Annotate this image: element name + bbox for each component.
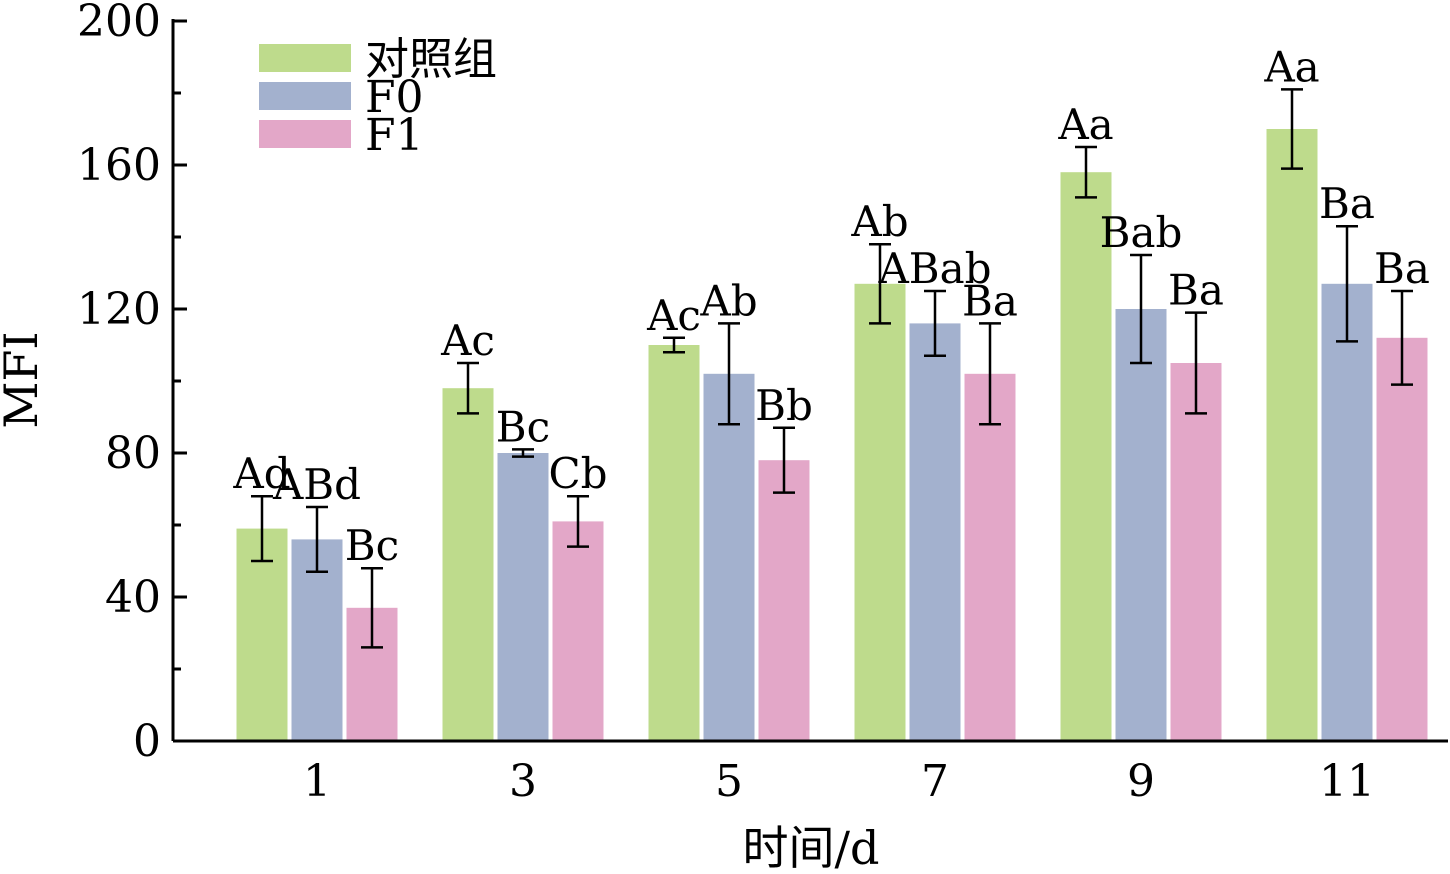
data-label-1-cat-3: Ac (440, 316, 495, 365)
axes-layer: 0 40 80 120 160 200 1 3 5 7 9 11 (77, 0, 1448, 807)
bar-3-cat-9 (1170, 363, 1222, 741)
y-tick-label: 40 (105, 572, 161, 623)
bar-3-cat-7 (964, 373, 1016, 741)
legend-label-1: 对照组 (365, 34, 497, 85)
data-label-1-cat-5: Ac (646, 291, 701, 340)
x-tick-label: 11 (1319, 756, 1375, 807)
bar-3-cat-3 (552, 521, 604, 741)
data-label-2-cat-1: ABd (272, 460, 361, 509)
data-label-2-cat-3: Bc (496, 402, 550, 451)
bar-1-cat-11 (1266, 129, 1318, 741)
legend-swatch-1 (259, 44, 351, 72)
data-label-3-cat-11: Ba (1374, 244, 1430, 293)
bar-2-cat-9 (1115, 309, 1167, 741)
x-tick-label: 5 (715, 756, 743, 807)
y-axis-title: MFI (0, 331, 48, 428)
data-label-3-cat-7: Ba (962, 276, 1018, 325)
data-label-3-cat-1: Bc (345, 521, 399, 570)
legend-label-3: F1 (365, 110, 424, 161)
data-label-3-cat-9: Ba (1168, 266, 1224, 315)
bar-1-cat-9 (1060, 172, 1112, 741)
x-tick-label: 3 (509, 756, 537, 807)
legend-label-2: F0 (365, 72, 424, 123)
data-label-1-cat-7: Ab (850, 197, 908, 246)
y-tick-label: 160 (77, 140, 161, 191)
bars-layer (236, 129, 1428, 741)
bar-3-cat-11 (1376, 337, 1428, 741)
y-tick-label: 0 (133, 716, 161, 767)
data-label-3-cat-3: Cb (548, 449, 607, 498)
bar-2-cat-5 (703, 373, 755, 741)
x-tick-label: 1 (303, 756, 331, 807)
bar-2-cat-7 (909, 323, 961, 741)
bar-1-cat-5 (648, 345, 700, 741)
data-label-1-cat-11: Aa (1263, 42, 1319, 91)
y-tick-label: 200 (77, 0, 161, 47)
x-axis-title: 时间/d (743, 821, 880, 874)
data-label-3-cat-5: Bb (755, 381, 813, 430)
data-label-2-cat-7: ABab (877, 244, 991, 293)
x-tick-label: 7 (921, 756, 949, 807)
data-label-2-cat-9: Bab (1100, 208, 1183, 257)
data-label-2-cat-5: Ab (699, 276, 757, 325)
bar-1-cat-3 (442, 388, 494, 741)
legend-swatch-2 (259, 82, 351, 110)
y-tick-label: 80 (105, 428, 161, 479)
bar-2-cat-11 (1321, 283, 1373, 741)
y-tick-label: 120 (77, 284, 161, 335)
bar-3-cat-5 (758, 460, 810, 741)
data-label-1-cat-1: Ad (232, 449, 290, 498)
bar-1-cat-7 (854, 283, 906, 741)
data-label-1-cat-9: Aa (1057, 100, 1113, 149)
data-label-2-cat-11: Ba (1319, 179, 1375, 228)
legend-swatch-3 (259, 120, 351, 148)
bar-1-cat-1 (236, 528, 288, 741)
x-tick-label: 9 (1127, 756, 1155, 807)
bar-2-cat-3 (497, 453, 549, 741)
error-bars-layer (251, 88, 1413, 649)
